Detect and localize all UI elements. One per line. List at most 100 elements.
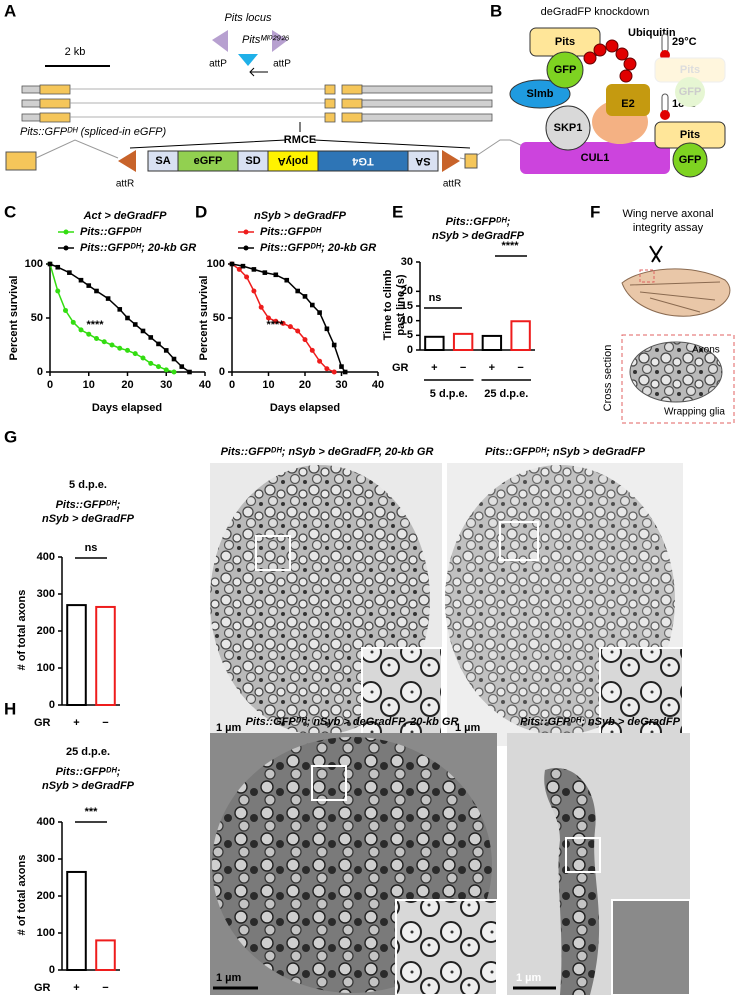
- y-tick-label: 100: [37, 662, 55, 674]
- label: attP: [273, 59, 291, 70]
- data-point: [331, 369, 337, 375]
- bar: [510, 320, 531, 351]
- data-point: [273, 318, 279, 324]
- attr-site: [442, 150, 460, 172]
- data-point: [55, 264, 61, 270]
- x-axis-label: Days elapsed: [92, 402, 162, 414]
- annotation: ****: [501, 240, 519, 252]
- em-image: [544, 768, 600, 995]
- panel-letter: D: [195, 202, 207, 221]
- image-title: Pits::GFPᴰᴴ; nSyb > deGradFP: [485, 446, 646, 458]
- connector: [129, 122, 471, 149]
- data-point: [132, 322, 138, 327]
- data-point: [179, 364, 185, 369]
- arrow: [249, 67, 268, 77]
- label: eGFP: [194, 155, 223, 167]
- annotation: ns: [85, 542, 98, 554]
- x-tick-label: 0: [47, 379, 53, 391]
- label: 1 µm: [216, 972, 242, 984]
- data-point: [67, 270, 72, 275]
- label: SD: [245, 155, 260, 167]
- scissors: [649, 245, 663, 263]
- data-point: [55, 288, 61, 294]
- x-tick-label: 30: [335, 379, 347, 391]
- y-tick-label: 200: [37, 625, 55, 637]
- x-tick-label: 20: [299, 379, 311, 391]
- label: SA: [415, 155, 430, 167]
- x-tick-label: −: [460, 362, 466, 374]
- bar: [481, 334, 503, 352]
- bar: [95, 605, 116, 707]
- exon: [5, 151, 37, 171]
- label: CUL1: [581, 152, 610, 164]
- gene-diagram: Pits locus Pitsᴹᴵ⁰²⁹²⁶ attP attP 2 kb Pi…: [5, 12, 549, 190]
- cassette: [407, 150, 439, 172]
- attr-site: [118, 150, 136, 172]
- label: GFP: [554, 64, 577, 76]
- row-label: GR: [34, 717, 51, 729]
- attp-site: [212, 30, 228, 52]
- label: 29°C: [672, 36, 697, 48]
- data-point: [251, 267, 257, 272]
- label: deGradFP knockdown: [541, 6, 650, 18]
- x-tick-label: +: [489, 362, 495, 374]
- wing-vein: [629, 281, 721, 313]
- roi: [499, 521, 539, 561]
- data-point: [163, 348, 169, 353]
- complex: [520, 142, 670, 174]
- data-point: [324, 366, 330, 372]
- em-panel: Pits::GFPᴰᴴ; nSyb > deGradFP, 20-kb GR 1…: [210, 716, 691, 996]
- panel-letter: B: [490, 1, 502, 20]
- protein: [672, 142, 708, 178]
- chart-title: 25 d.p.e.: [66, 746, 110, 758]
- x-tick-label: −: [102, 717, 108, 729]
- annotation: ****: [266, 319, 284, 331]
- bar: [66, 604, 87, 706]
- image-title: Pits::GFPᴰᴴ; nSyb > deGradFP, 20-kb GR: [221, 446, 434, 458]
- label: attR: [116, 179, 134, 190]
- data-point: [284, 277, 290, 283]
- data-point: [171, 369, 177, 375]
- data-point: [63, 307, 68, 313]
- y-tick-label: 400: [37, 816, 55, 828]
- legend-marker: [243, 245, 249, 251]
- chart-subtitle: nSyb > deGradFP: [42, 513, 135, 525]
- data-point: [117, 345, 123, 351]
- data-point: [70, 319, 76, 325]
- protein-faded: [675, 77, 705, 107]
- bar: [95, 939, 116, 972]
- data-point: [310, 302, 315, 308]
- data-point: [229, 261, 235, 267]
- label: 2 kb: [65, 46, 86, 58]
- data-point: [262, 270, 268, 275]
- label: 1 µm: [455, 722, 481, 734]
- legend-label: Pits::GFPᴰᴴ; 20-kb GR: [260, 242, 376, 254]
- data-point: [266, 315, 271, 321]
- y-tick-label: 300: [37, 588, 55, 600]
- legend-label: Pits::GFPᴰᴴ: [80, 226, 142, 238]
- y-tick-label: 15: [401, 300, 413, 312]
- label: SA: [155, 155, 170, 167]
- data-point: [324, 326, 330, 332]
- complex: [509, 79, 571, 109]
- data-point: [280, 320, 286, 326]
- data-point: [140, 328, 146, 334]
- y-tick-label: 50: [213, 312, 225, 324]
- data-point: [302, 294, 308, 299]
- data-point: [244, 274, 250, 280]
- y-tick-label: 0: [49, 964, 55, 976]
- label: Pitsᴹᴵ⁰²⁹²⁶: [242, 34, 290, 46]
- legend-marker: [63, 229, 69, 235]
- data-point: [148, 335, 154, 340]
- data-point: [187, 369, 192, 375]
- label: Pits: [680, 129, 700, 141]
- em-zoom: [361, 647, 443, 747]
- roi: [255, 535, 291, 571]
- x-tick-label: +: [431, 362, 437, 374]
- data-point: [342, 369, 348, 375]
- label: attP: [209, 59, 227, 70]
- bar: [66, 870, 87, 972]
- chart-title: Act > deGradFP: [83, 210, 167, 222]
- x-tick-label: +: [73, 982, 79, 994]
